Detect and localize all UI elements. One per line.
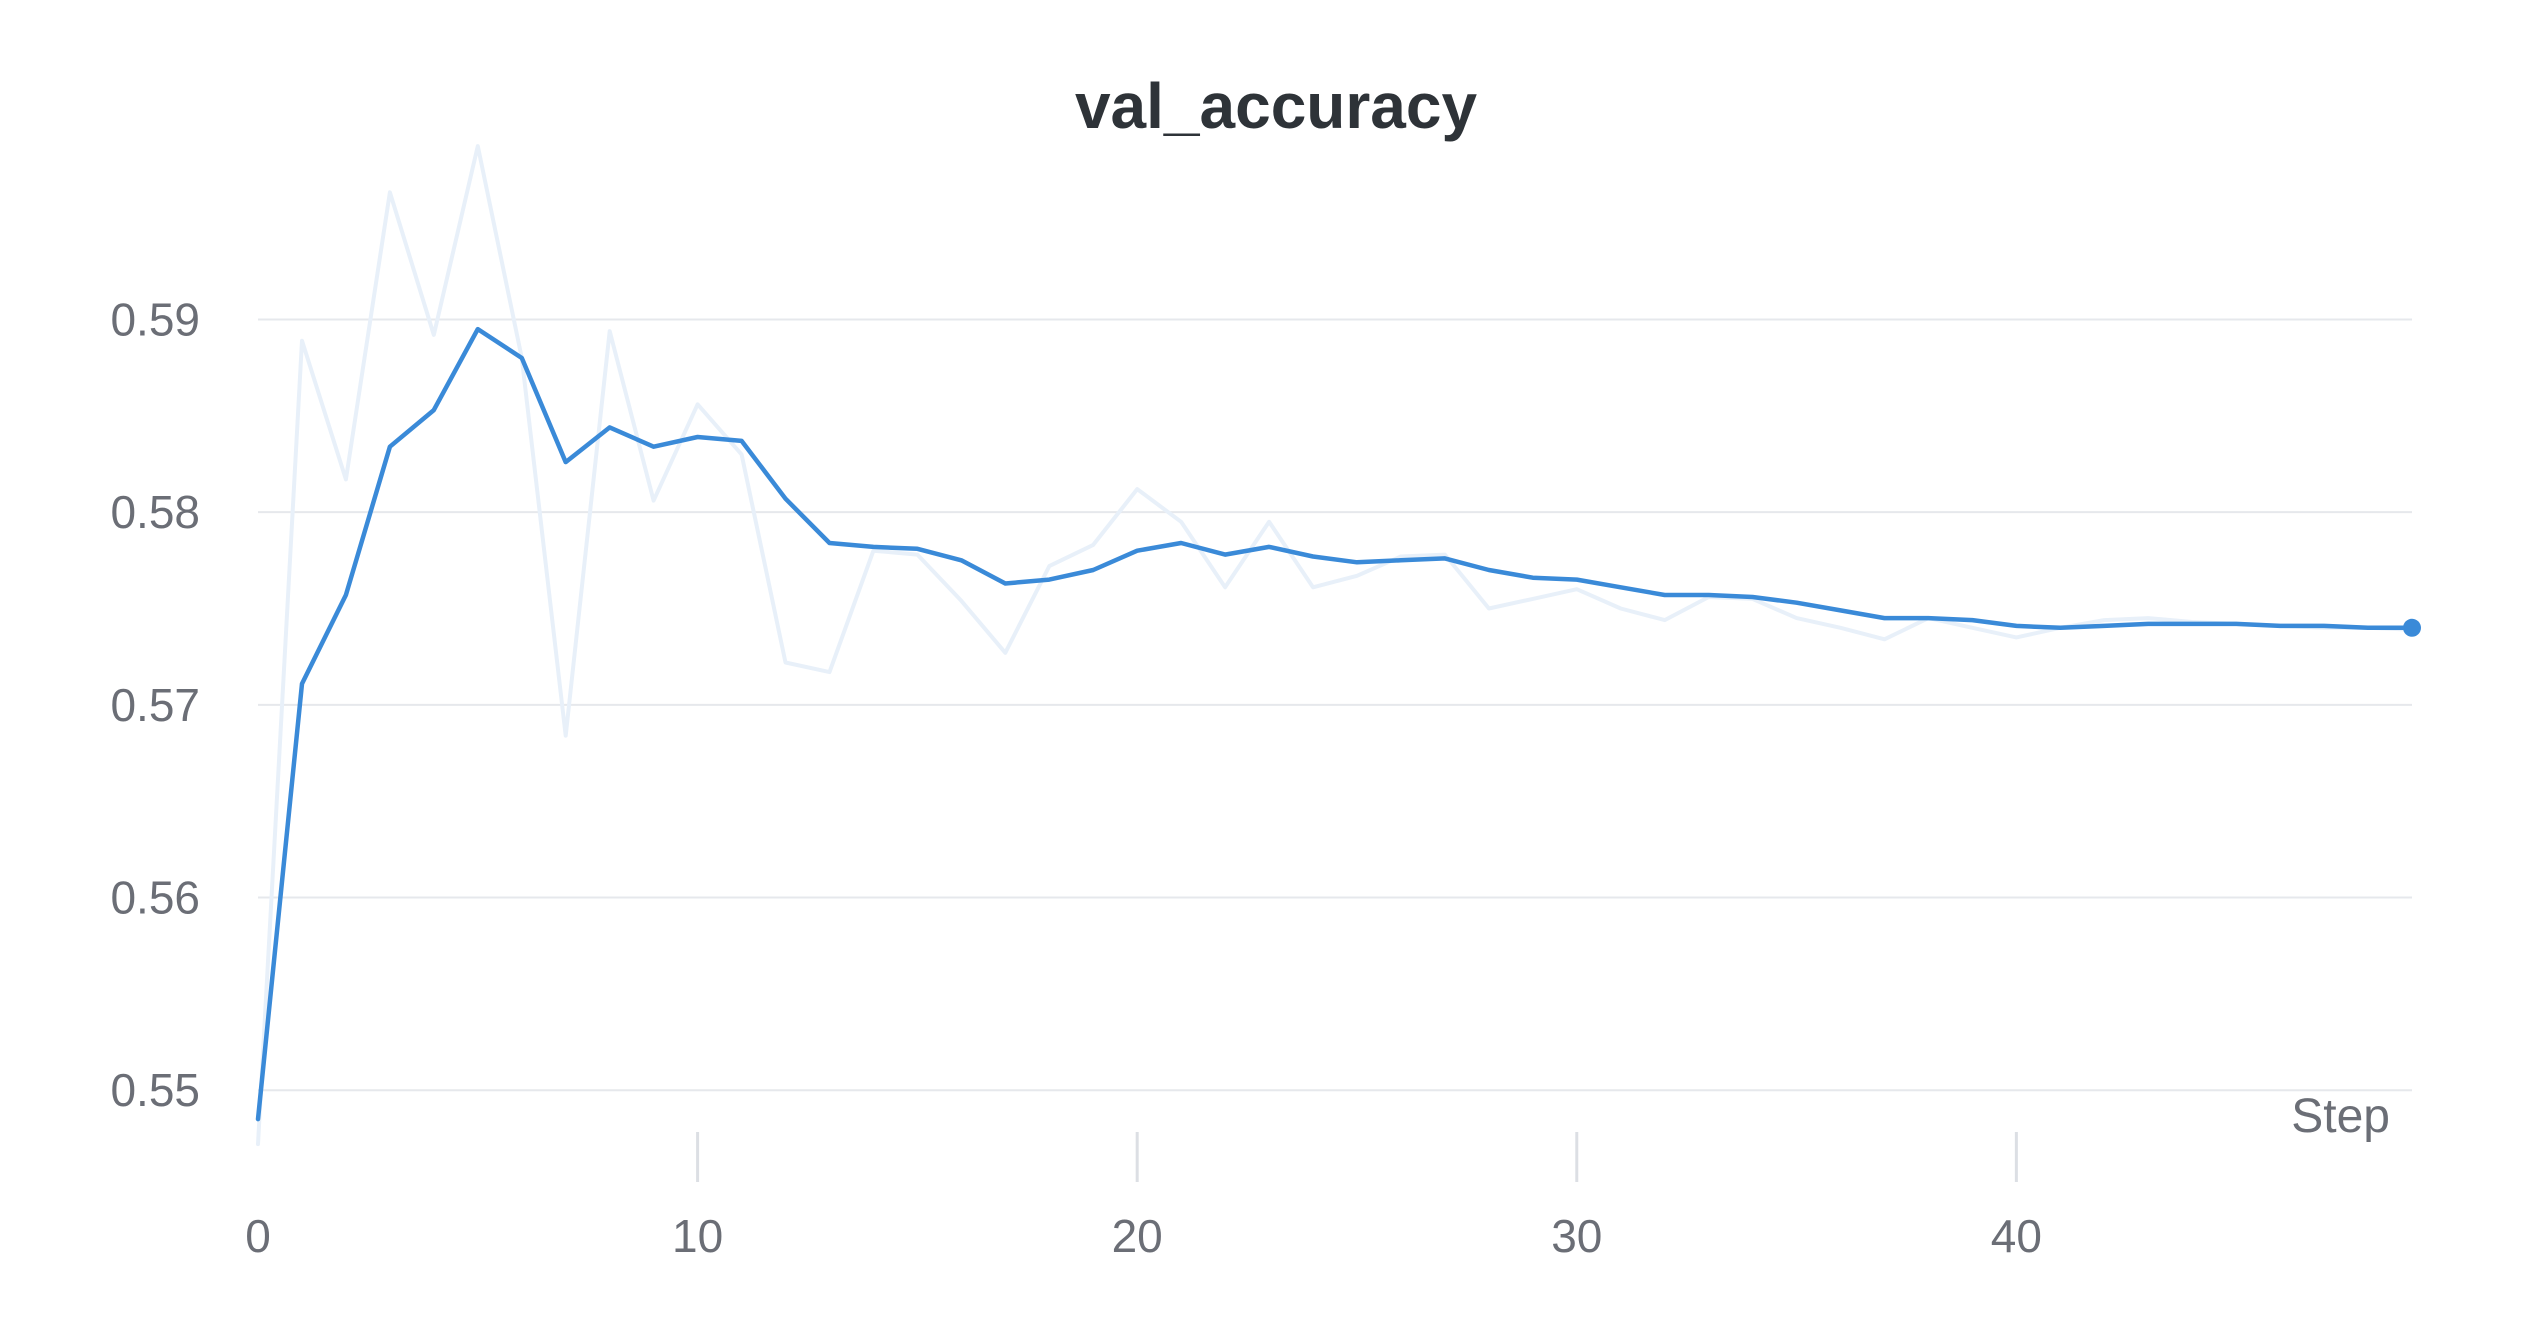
series-line-smoothed [255,326,2415,1122]
x-tick-label: 10 [672,1210,723,1262]
gridlines [258,318,2412,1092]
y-axis: 0.55 0.56 0.57 0.58 0.59 [110,294,200,1117]
x-tick-label: 40 [1991,1210,2042,1262]
x-tick-label: 30 [1551,1210,1602,1262]
x-axis-label: Step [2291,1090,2390,1143]
y-tick-label: 0.57 [110,679,200,731]
series-line-raw [256,144,2414,1147]
y-tick-label: 0.58 [110,486,200,538]
y-tick-label: 0.55 [110,1064,200,1116]
x-axis: 0 10 20 30 40 [245,1132,2042,1262]
chart-title: val_accuracy [1075,70,1478,142]
y-tick-label: 0.56 [110,872,200,924]
x-tick-label: 0 [245,1210,271,1262]
x-tick-label: 20 [1112,1210,1163,1262]
y-tick-label: 0.59 [110,294,200,346]
series-end-point [2403,618,2421,637]
series-layer [255,144,2421,1147]
